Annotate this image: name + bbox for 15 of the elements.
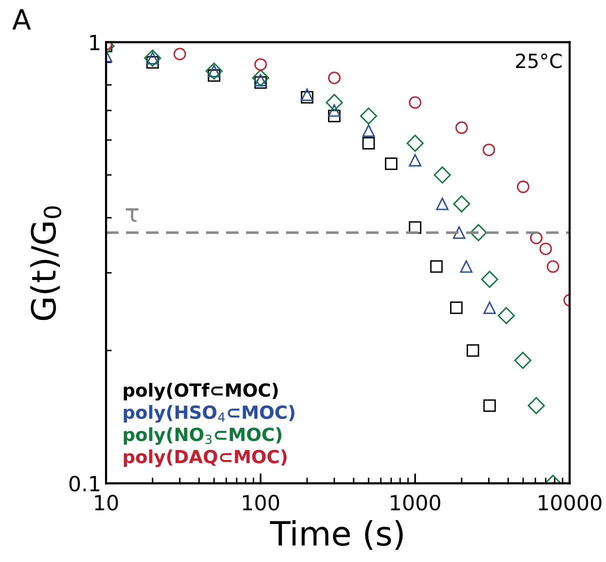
y-axis-title: G(t)/G$_{0}$ <box>30 206 62 320</box>
text: poly(DAQ⊂MOC) <box>124 449 287 468</box>
y-tick-label: 0.1 <box>69 476 100 492</box>
text: poly(NO$_{3}$⊂MOC) <box>124 427 282 445</box>
x-axis-title: Time (s) <box>270 520 403 550</box>
x-tick-label: 1000 <box>390 494 440 511</box>
annotation: 25°C <box>516 54 562 68</box>
x-tick-label: 10 <box>95 494 118 511</box>
y-tick-label: 1 <box>90 34 100 50</box>
x-tick-label: 100 <box>242 494 280 511</box>
text: poly(OTf⊂MOC) <box>124 382 278 401</box>
text: poly(HSO$_{4}$⊂MOC) <box>124 405 294 423</box>
x-tick-label: 10000 <box>538 494 602 511</box>
ref-line-label: τ <box>126 208 138 222</box>
text: A <box>12 9 31 30</box>
